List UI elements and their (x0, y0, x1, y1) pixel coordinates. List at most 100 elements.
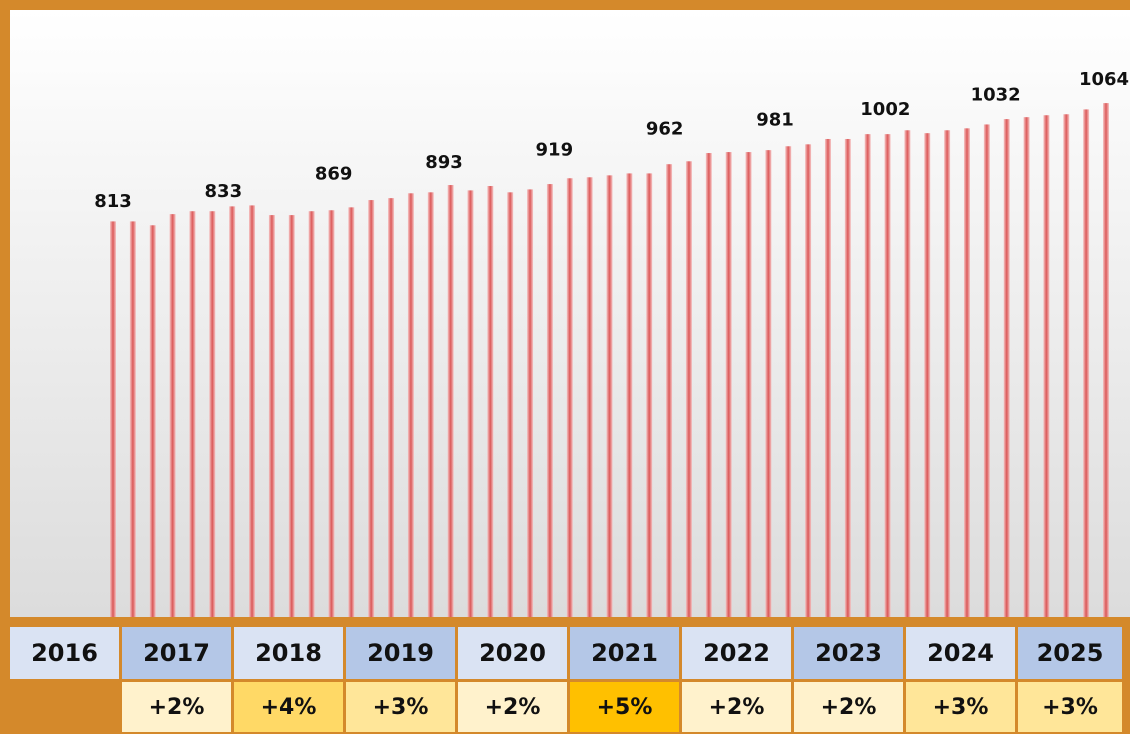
bar (983, 124, 990, 617)
year-cell (10, 627, 119, 679)
data-label: 919 (536, 139, 574, 160)
bar (765, 150, 772, 617)
bar (209, 211, 216, 617)
bar (586, 177, 593, 617)
bar (328, 210, 335, 617)
change-label: +3% (933, 695, 989, 720)
bar (189, 211, 196, 617)
bar (368, 200, 375, 617)
bar (527, 189, 534, 617)
change-cell (346, 682, 455, 732)
change-cell (570, 682, 679, 732)
bar (1003, 119, 1010, 617)
bar (646, 173, 653, 617)
bar (149, 225, 156, 617)
data-label: 1032 (971, 85, 1021, 106)
year-label: 2016 (31, 639, 98, 667)
data-label: 981 (756, 109, 794, 130)
data-label: 869 (315, 164, 353, 185)
bar (427, 192, 434, 618)
change-cell (794, 682, 903, 732)
change-cell (458, 682, 567, 732)
bar (467, 190, 474, 617)
year-cell (458, 627, 567, 679)
bar (1103, 103, 1109, 617)
bar (1043, 115, 1050, 618)
year-label: 2018 (255, 639, 322, 667)
bar (725, 152, 732, 618)
bar (963, 128, 970, 617)
bar (606, 175, 613, 617)
bar (169, 214, 176, 617)
data-label: 813 (94, 191, 132, 212)
bar (864, 134, 871, 617)
bar (844, 138, 851, 618)
bar (805, 144, 812, 617)
bar (110, 221, 116, 617)
change-cell (1018, 682, 1122, 732)
bar (1063, 114, 1070, 618)
bar (388, 198, 395, 617)
data-label: 962 (646, 119, 684, 140)
bar (884, 134, 891, 617)
year-label: 2017 (143, 639, 210, 667)
change-label: +4% (261, 695, 317, 720)
bar (626, 173, 633, 617)
change-cell (234, 682, 343, 732)
bar (566, 178, 573, 618)
change-label: +2% (149, 695, 205, 720)
bar (308, 211, 315, 617)
bar (785, 146, 792, 617)
year-cell (570, 627, 679, 679)
change-label: +2% (485, 695, 541, 720)
bar (507, 192, 514, 618)
bar (924, 133, 931, 617)
change-label: +3% (1042, 695, 1098, 720)
year-label: 2020 (479, 639, 546, 667)
bar (1023, 117, 1030, 617)
bar (129, 221, 136, 617)
change-label: +5% (597, 695, 653, 720)
year-cell (682, 627, 791, 679)
year-label: 2025 (1037, 639, 1104, 667)
change-cell (122, 682, 231, 732)
year-label: 2023 (815, 639, 882, 667)
bar (745, 152, 752, 618)
year-label: 2022 (703, 639, 770, 667)
data-label: 1064 (1079, 69, 1129, 90)
year-cell (122, 627, 231, 679)
change-cell (682, 682, 791, 732)
year-cell (346, 627, 455, 679)
bar (546, 184, 553, 617)
bar (229, 206, 236, 618)
year-cell (1018, 627, 1122, 679)
year-cell (906, 627, 1015, 679)
year-label: 2019 (367, 639, 434, 667)
bar (904, 130, 911, 617)
bar (944, 130, 951, 617)
data-label: 1002 (860, 99, 910, 120)
bar (705, 153, 712, 618)
year-label: 2024 (927, 639, 994, 667)
change-label: +2% (709, 695, 765, 720)
bar (1083, 109, 1090, 617)
bar (447, 185, 454, 617)
data-label: 833 (205, 181, 243, 202)
bar (348, 207, 355, 617)
year-cell (794, 627, 903, 679)
data-label: 893 (425, 152, 463, 173)
bar (407, 193, 414, 618)
change-cell (906, 682, 1015, 732)
bar (288, 215, 295, 617)
year-cell (234, 627, 343, 679)
bar (487, 186, 494, 617)
change-label: +3% (373, 695, 429, 720)
bar (666, 164, 673, 618)
bar (268, 215, 275, 617)
bar (249, 205, 256, 618)
year-label: 2021 (591, 639, 658, 667)
bar (824, 138, 831, 618)
bar (685, 161, 692, 617)
change-label: +2% (821, 695, 877, 720)
